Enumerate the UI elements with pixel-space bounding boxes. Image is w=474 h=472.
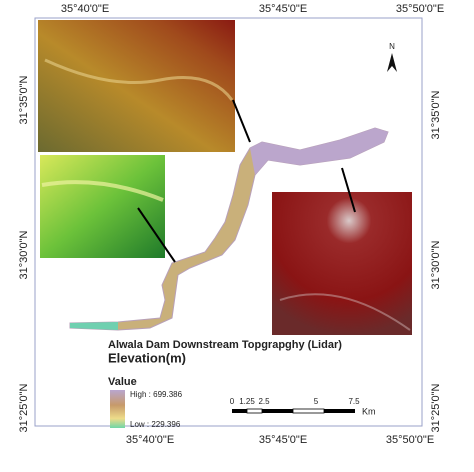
scale-segment — [232, 409, 247, 413]
legend-subtitle: Elevation(m) — [108, 350, 186, 365]
inset-top — [38, 20, 235, 152]
inset-relief — [41, 180, 164, 202]
longitude-label: 35°40'0"E — [126, 434, 174, 446]
longitude-label: 35°40'0"E — [61, 3, 109, 15]
scale-segment — [292, 408, 325, 414]
latitude-label: 31°25'0"N — [18, 383, 30, 432]
river-upstream — [250, 128, 388, 175]
river-downstream — [70, 322, 118, 330]
scale-label: 1.25 — [239, 397, 255, 406]
legend-low: Low : 229.396 — [130, 420, 181, 429]
legend-heading: Value — [108, 376, 137, 388]
scale-label: 0 — [230, 397, 235, 406]
latitude-label: 31°25'0"N — [430, 383, 442, 432]
inset-relief — [44, 58, 234, 101]
scale-label: 5 — [314, 397, 319, 406]
north-arrow — [387, 53, 397, 72]
scale-label: 7.5 — [348, 397, 360, 406]
inset-relief — [279, 293, 411, 331]
latitude-label: 31°35'0"N — [430, 90, 442, 139]
inset-green — [40, 155, 165, 258]
longitude-label: 35°50'0"E — [386, 434, 434, 446]
leader-line — [341, 167, 356, 213]
scale-bar — [232, 408, 355, 414]
longitude-label: 35°45'0"E — [259, 434, 307, 446]
leader-line — [137, 207, 176, 263]
scale-segment — [262, 409, 293, 413]
longitude-label: 35°45'0"E — [259, 3, 307, 15]
scale-unit: Km — [362, 406, 376, 416]
legend-title: Alwala Dam Downstream Topgrapghy (Lidar) — [108, 339, 342, 351]
north-label: N — [389, 42, 395, 51]
latitude-label: 31°30'0"N — [18, 230, 30, 279]
leader-line — [232, 99, 251, 143]
scale-label: 2.5 — [258, 397, 270, 406]
scale-segment — [246, 408, 263, 414]
legend-high: High : 699.386 — [130, 390, 183, 399]
scale-segment — [324, 409, 355, 413]
inset-red — [272, 192, 412, 335]
latitude-label: 31°30'0"N — [430, 240, 442, 289]
longitude-label: 35°50'0"E — [396, 3, 444, 15]
legend-ramp — [110, 390, 125, 428]
latitude-label: 31°35'0"N — [18, 75, 30, 124]
